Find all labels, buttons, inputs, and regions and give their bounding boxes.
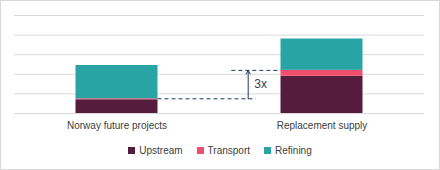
- html-text:Refining: Refining: [275, 145, 312, 156]
- svg-text:Norway future projects: Norway future projects: [67, 120, 167, 131]
- svg-text:3x: 3x: [254, 77, 267, 91]
- html-text:Transport: Transport: [207, 145, 250, 156]
- html-text:Upstream: Upstream: [139, 145, 183, 156]
- svg-text:Replacement supply: Replacement supply: [277, 120, 368, 131]
